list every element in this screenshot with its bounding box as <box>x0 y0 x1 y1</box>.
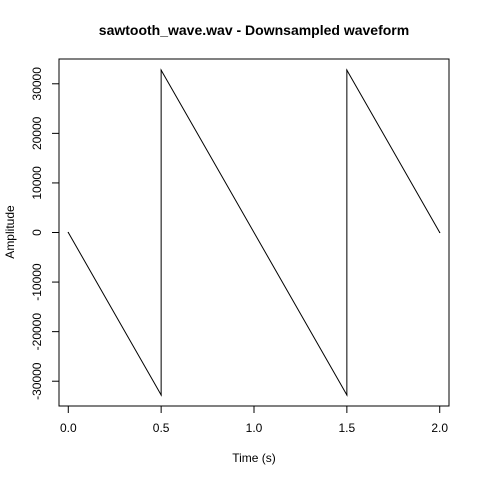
y-tick-label: 30000 <box>30 67 44 101</box>
series-layer <box>67 68 441 397</box>
y-tick-label: 0 <box>30 229 44 236</box>
waveform-point <box>346 69 348 71</box>
waveform-point <box>346 394 348 396</box>
waveform-point <box>160 394 162 396</box>
waveform-point <box>439 231 441 234</box>
x-axis: 0.0 0.5 1.0 1.5 2.0 <box>60 405 448 435</box>
x-tick-label: 1.0 <box>246 421 263 435</box>
y-tick-label: -10000 <box>30 263 44 301</box>
x-tick-label: 0.5 <box>153 421 170 435</box>
y-axis: -30000 -20000 -10000 0 10000 20000 30000 <box>30 67 60 400</box>
y-tick-label: 10000 <box>30 166 44 200</box>
x-axis-label: Time (s) <box>232 451 276 465</box>
waveform-point <box>67 231 69 234</box>
x-tick-label: 1.5 <box>339 421 356 435</box>
y-axis-label: Amplitude <box>3 205 17 259</box>
waveform-line <box>67 68 441 397</box>
x-tick-label: 0.0 <box>60 421 77 435</box>
y-tick-label: -20000 <box>30 313 44 351</box>
waveform-point <box>160 69 162 71</box>
x-tick-label: 2.0 <box>431 421 448 435</box>
chart-title: sawtooth_wave.wav - Downsampled waveform <box>99 22 409 38</box>
y-tick-label: 20000 <box>30 116 44 150</box>
y-tick-label: -30000 <box>30 362 44 400</box>
